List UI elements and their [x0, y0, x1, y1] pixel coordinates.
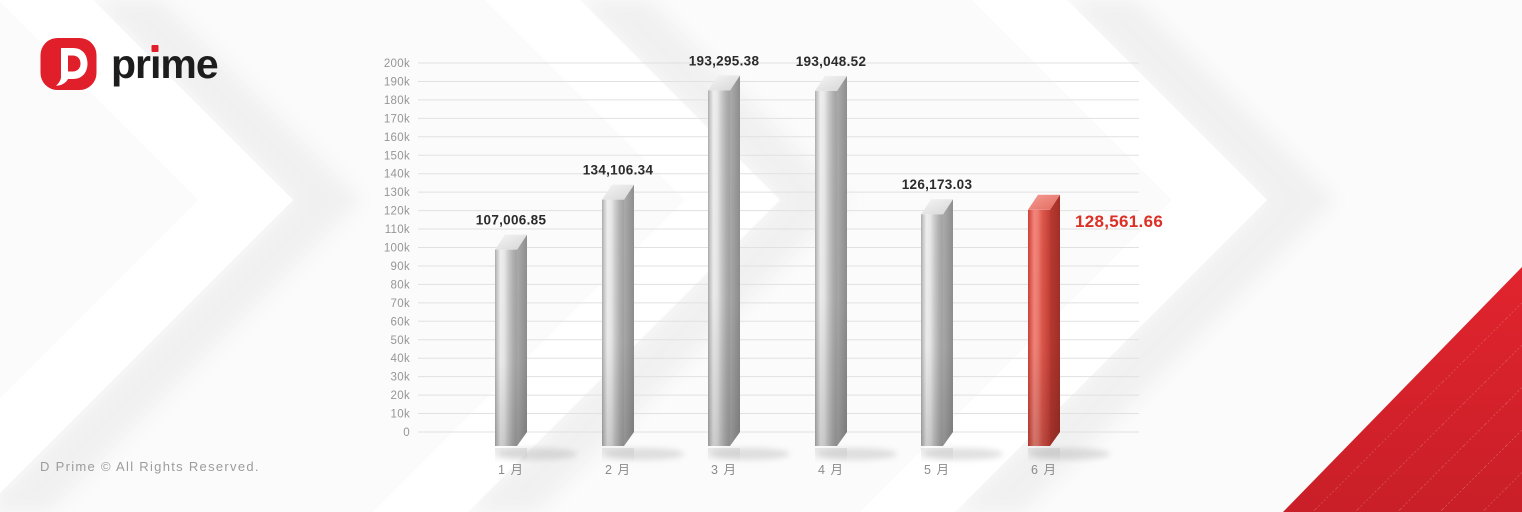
bar-top-face — [921, 199, 953, 215]
gridlines-and-yticks: 0 10k 20k 30k 40k 50k 60k 70k 80k 90k 100k 110k 120k… — [384, 58, 1139, 439]
y-axis-tick-label: 130k — [384, 187, 410, 199]
bar-reflection — [602, 448, 634, 463]
bar-top-face — [602, 184, 634, 200]
wordmark-i-dot — [151, 44, 159, 52]
logo-mark-background — [40, 38, 97, 90]
bar-value-label: 126,173.03 — [902, 177, 973, 192]
bar-shading-overlay — [602, 184, 634, 447]
bar-reflection — [495, 448, 527, 463]
y-axis-tick-label: 70k — [391, 298, 410, 310]
bar-value-label: 193,048.52 — [796, 54, 867, 69]
y-axis-tick-label: 80k — [391, 279, 410, 291]
y-axis-tick-label: 160k — [384, 132, 410, 144]
bar-shading-overlay — [495, 234, 527, 446]
y-axis-tick-label: 190k — [384, 76, 410, 88]
bar-1月: 107,006.85 1 月 — [476, 213, 577, 477]
y-axis-tick-label: 100k — [384, 243, 410, 255]
x-axis-month-label: 5 月 — [924, 463, 950, 477]
y-axis-tick-label: 40k — [391, 353, 410, 365]
bar-top-face — [815, 75, 847, 91]
bar-top-face — [495, 234, 527, 250]
y-axis-tick-label: 170k — [384, 113, 410, 125]
x-axis-month-label: 1 月 — [498, 463, 524, 477]
bar-shading-overlay — [921, 199, 953, 446]
y-axis-tick-label: 90k — [391, 261, 410, 273]
corner-triangle-decoration — [1283, 267, 1522, 512]
chevron-pattern — [0, 0, 1335, 512]
bar-top-face — [1028, 194, 1060, 210]
bar-shading-overlay — [815, 75, 847, 447]
bar-reflection — [1028, 448, 1060, 463]
logo-mark-d-glyph — [56, 48, 88, 86]
wordmark-letter-i: ı — [150, 40, 161, 87]
brand-logo: prı me — [40, 38, 219, 90]
highlighted-value-label: 128,561.66 — [1075, 212, 1163, 231]
bar-5月: 126,173.03 5 月 — [902, 177, 1003, 477]
bar-3月: 193,295.38 3 月 — [689, 53, 790, 477]
y-axis-tick-label: 140k — [384, 169, 410, 181]
y-axis-tick-label: 200k — [384, 58, 410, 70]
brand-wordmark: prı me — [111, 40, 219, 87]
copyright-text: D Prime © All Rights Reserved. — [40, 459, 260, 474]
bar-4月: 193,048.52 4 月 — [796, 54, 897, 477]
x-axis-month-label: 6 月 — [1031, 463, 1057, 477]
bar-value-label: 193,295.38 — [689, 53, 760, 68]
x-axis-month-label: 4 月 — [818, 463, 844, 477]
dprime-logo-mark — [40, 38, 97, 90]
y-axis-tick-label: 60k — [391, 316, 410, 328]
bar-reflection — [921, 448, 953, 463]
y-axis-tick-label: 10k — [391, 409, 410, 421]
bar-reflection — [815, 448, 847, 463]
x-axis-month-label: 2 月 — [605, 463, 631, 477]
y-axis-tick-label: 50k — [391, 335, 410, 347]
y-axis-tick-label: 30k — [391, 372, 410, 384]
bar-value-label: 107,006.85 — [476, 213, 547, 228]
bar-value-label: 134,106.34 — [583, 163, 654, 178]
y-axis-tick-label: 120k — [384, 206, 410, 218]
y-axis-tick-label: 20k — [391, 390, 410, 402]
bar-shading-overlay — [708, 75, 740, 446]
y-axis-tick-label: 110k — [385, 224, 410, 236]
y-axis-tick-label: 150k — [384, 150, 410, 162]
bar-shading-overlay — [1028, 194, 1060, 446]
x-axis-month-label: 3 月 — [711, 463, 737, 477]
bar-top-face — [708, 75, 740, 91]
bar-2月: 134,106.34 2 月 — [583, 163, 684, 477]
y-axis-tick-label: 180k — [384, 95, 410, 107]
bar-reflection — [708, 448, 740, 463]
bar-6月: 128,561.66 6 月 — [1028, 194, 1163, 477]
y-axis-tick-label: 0 — [403, 427, 410, 439]
